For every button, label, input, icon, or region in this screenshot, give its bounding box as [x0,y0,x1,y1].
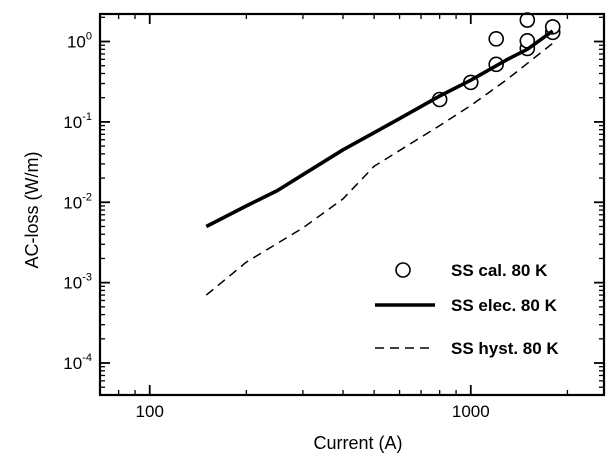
hyst-series-line [205,42,554,296]
y-axis-title: AC-loss (W/m) [22,152,42,269]
y-tick-label: 100 [67,31,92,52]
legend-marker-cal [395,262,411,278]
y-tick-label: 10-4 [63,352,92,373]
plot-frame [98,12,606,397]
x-tick-label: 100 [136,402,164,421]
legend-label: SS elec. 80 K [451,296,558,315]
legend-label: SS cal. 80 K [451,261,548,280]
x-axis-title: Current (A) [313,433,402,453]
elec-series-line [205,29,554,229]
cal-data-point [544,19,561,35]
cal-data-point [488,31,504,47]
axes: 100 1000 100 10-1 10-2 10-3 10-4 [63,12,606,421]
y-tick-label: 10-2 [63,191,92,212]
y-tick-label: 10-3 [63,272,92,293]
y-tick-label: 10-1 [63,111,92,132]
legend: SS cal. 80 K SS elec. 80 K SS hyst. 80 K [375,261,559,358]
x-tick-label: 1000 [452,402,490,421]
plot-area [205,12,561,296]
cal-data-point [519,12,536,28]
legend-label: SS hyst. 80 K [451,339,559,358]
